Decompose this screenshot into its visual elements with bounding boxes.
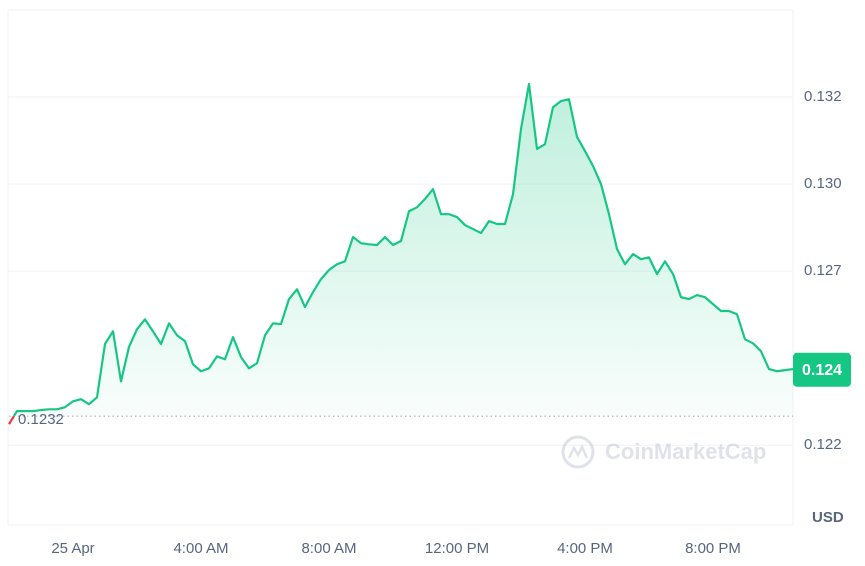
watermark-text: CoinMarketCap	[605, 439, 766, 464]
open-price-label: 0.1232	[18, 411, 64, 428]
plot: 0.1232	[8, 82, 794, 428]
x-tick-label: 25 Apr	[51, 540, 94, 557]
x-tick-label: 8:00 PM	[685, 540, 741, 557]
x-tick-label: 12:00 PM	[425, 540, 489, 557]
current-price-label: 0.124	[802, 362, 842, 379]
y-tick-label: 0.132	[804, 88, 842, 105]
x-tick-label: 8:00 AM	[301, 540, 356, 557]
y-tick-label: 0.122	[804, 436, 842, 453]
price-line-up	[12, 82, 794, 417]
watermark: CoinMarketCap	[561, 435, 766, 469]
y-tick-label: 0.127	[804, 262, 842, 279]
current-price-badge	[793, 352, 851, 387]
x-tick-label: 4:00 PM	[557, 540, 613, 557]
currency-label: USD	[812, 509, 844, 526]
price-area	[9, 83, 793, 417]
x-tick-label: 4:00 AM	[173, 540, 228, 557]
y-tick-label: 0.130	[804, 175, 842, 192]
